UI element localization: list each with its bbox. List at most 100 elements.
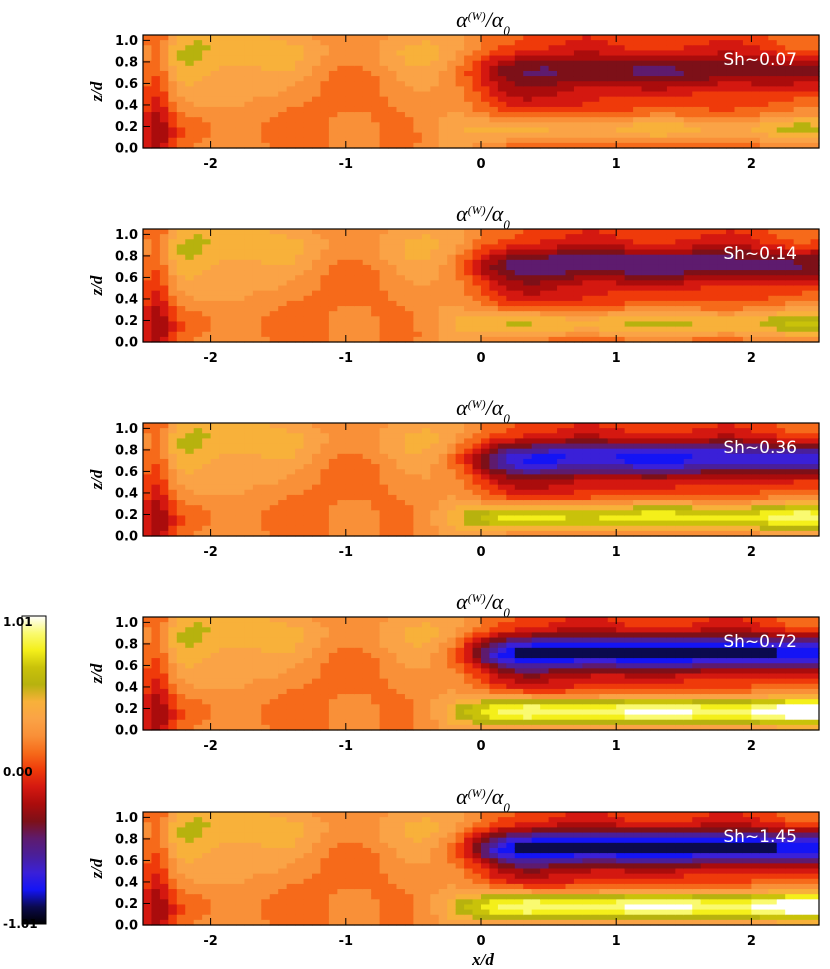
heatmap-cell: [489, 65, 499, 72]
heatmap-cell: [709, 311, 719, 317]
heatmap-cell: [396, 474, 406, 481]
heatmap-cell: [252, 244, 262, 251]
heatmap-cell: [328, 50, 338, 57]
heatmap-cell: [143, 127, 153, 134]
heatmap-cell: [497, 510, 507, 517]
heatmap-cell: [590, 101, 600, 108]
heatmap-cell: [227, 285, 237, 292]
heatmap-cell: [700, 295, 710, 302]
heatmap-cell: [244, 469, 254, 475]
heatmap-cell: [573, 311, 583, 317]
heatmap-cell: [362, 60, 372, 67]
heatmap-cell: [303, 76, 313, 82]
heatmap-cell: [582, 55, 592, 62]
heatmap-cell: [396, 479, 406, 486]
heatmap-cell: [607, 117, 617, 123]
heatmap-cell: [540, 137, 550, 144]
heatmap-cell: [320, 127, 330, 134]
heatmap-cell: [776, 300, 786, 307]
heatmap-cell: [261, 229, 271, 235]
heatmap-cell: [734, 60, 744, 67]
heatmap-cell: [658, 112, 668, 118]
heatmap-cell: [599, 433, 609, 440]
heatmap-cell: [430, 280, 440, 287]
heatmap-cell: [286, 259, 296, 266]
heatmap-cell: [548, 311, 558, 317]
heatmap-cell: [210, 91, 220, 98]
heatmap-cell: [379, 453, 389, 460]
heatmap-cell: [624, 295, 634, 302]
heatmap-cell: [523, 469, 533, 475]
heatmap-cell: [227, 505, 237, 511]
heatmap-cell: [675, 40, 685, 46]
heatmap-cell: [793, 65, 803, 72]
heatmap-cell: [278, 106, 288, 113]
heatmap-cell: [607, 321, 617, 328]
heatmap-cell: [599, 96, 609, 103]
heatmap-cell: [362, 106, 372, 113]
heatmap-cell: [633, 295, 643, 302]
heatmap-cell: [607, 96, 617, 103]
heatmap-cell: [607, 112, 617, 118]
heatmap-cell: [303, 91, 313, 98]
heatmap-cell: [633, 464, 643, 470]
heatmap-cell: [354, 515, 364, 522]
heatmap-cell: [573, 510, 583, 517]
heatmap-cell: [159, 117, 169, 123]
heatmap-cell: [244, 290, 254, 297]
heatmap-cell: [168, 76, 178, 82]
heatmap-cell: [793, 112, 803, 118]
heatmap-cell: [633, 505, 643, 511]
x-tick-label: 1: [612, 351, 621, 366]
heatmap-cell: [683, 122, 693, 129]
heatmap-cell: [742, 76, 752, 82]
heatmap-cell: [557, 81, 567, 87]
heatmap-cell: [227, 423, 237, 429]
heatmap-cell: [633, 443, 643, 450]
heatmap-cell: [650, 229, 660, 235]
heatmap-cell: [455, 244, 465, 251]
heatmap-cell: [531, 234, 541, 240]
heatmap-cell: [726, 122, 736, 129]
heatmap-cell: [633, 331, 643, 338]
heatmap-cell: [607, 295, 617, 302]
heatmap-cell: [523, 86, 533, 93]
heatmap-cell: [531, 479, 541, 486]
heatmap-cell: [590, 76, 600, 82]
heatmap-cell: [151, 290, 161, 297]
heatmap-cell: [666, 306, 676, 312]
heatmap-cell: [666, 234, 676, 240]
heatmap-cell: [709, 306, 719, 312]
heatmap-cell: [430, 505, 440, 511]
heatmap-cell: [345, 479, 355, 486]
heatmap-cell: [244, 494, 254, 501]
heatmap-cell: [650, 494, 660, 501]
heatmap-cell: [252, 489, 262, 496]
heatmap-cell: [590, 443, 600, 450]
heatmap-cell: [650, 428, 660, 434]
heatmap-cell: [278, 484, 288, 491]
heatmap-cell: [328, 423, 338, 429]
heatmap-cell: [641, 81, 651, 87]
heatmap-cell: [793, 117, 803, 123]
heatmap-cell: [616, 122, 626, 129]
heatmap-cell: [717, 117, 727, 123]
heatmap-cell: [666, 96, 676, 103]
heatmap-cell: [185, 311, 195, 317]
heatmap-cell: [244, 70, 254, 77]
heatmap-cell: [295, 40, 305, 46]
heatmap-cell: [548, 96, 558, 103]
heatmap-cell: [269, 433, 279, 440]
heatmap-cell: [717, 132, 727, 139]
heatmap-cell: [802, 60, 812, 67]
heatmap-cell: [261, 81, 271, 87]
heatmap-cell: [303, 285, 313, 292]
heatmap-cell: [227, 86, 237, 93]
heatmap-cell: [666, 331, 676, 338]
heatmap-cell: [540, 142, 550, 149]
heatmap-cell: [227, 316, 237, 323]
heatmap-cell: [168, 311, 178, 317]
heatmap-cell: [734, 106, 744, 113]
heatmap-cell: [328, 316, 338, 323]
heatmap-cell: [202, 500, 212, 506]
